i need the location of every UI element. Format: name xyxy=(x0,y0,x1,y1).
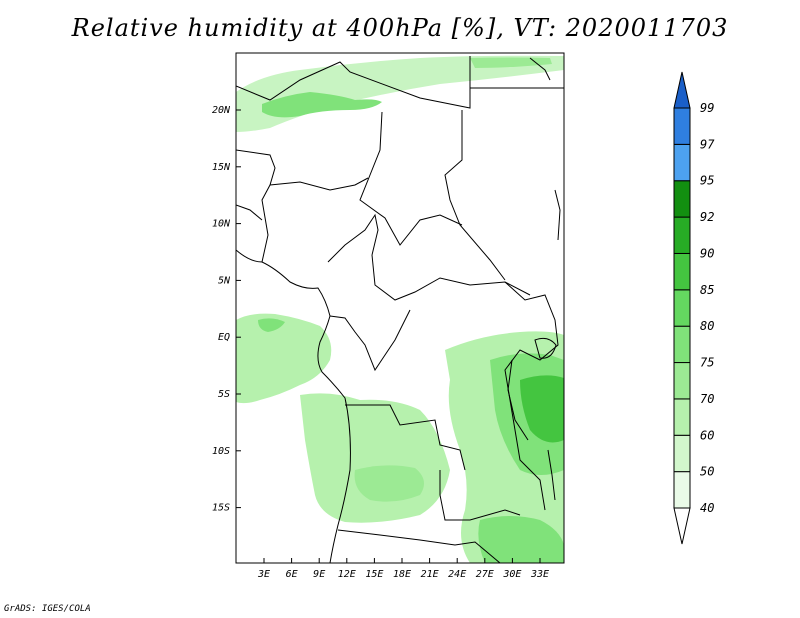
border-niger-nigeria xyxy=(269,177,369,191)
humidity-area-north-east xyxy=(470,57,552,68)
country-borders xyxy=(236,56,564,563)
map-frame xyxy=(235,52,565,564)
colorbar: 40 50 60 70 75 80 85 90 92 95 97 99 xyxy=(673,71,715,545)
lon-label: 6E xyxy=(286,569,298,580)
humidity-area-east-core xyxy=(520,375,564,443)
software-credit: GrADS: IGES/COLA xyxy=(4,604,91,614)
lat-label: 10S xyxy=(212,446,230,457)
colorbar-label: 80 xyxy=(700,319,714,333)
lon-label: 30E xyxy=(502,569,521,580)
colorbar-label: 40 xyxy=(700,501,714,515)
longitude-ticks: 3E 6E 9E 12E 15E 18E 21E 24E 27E 30E 33E xyxy=(257,558,549,580)
colorbar-segment xyxy=(673,434,691,473)
colorbar-segment xyxy=(673,143,691,182)
colorbar-top-arrow xyxy=(673,71,691,109)
border-car xyxy=(371,254,531,301)
colorbar-segment xyxy=(673,289,691,327)
humidity-area-gabon-core xyxy=(258,318,285,332)
colorbar-segment xyxy=(673,180,691,218)
lat-label: 15S xyxy=(212,503,230,514)
border-angola-zambia xyxy=(439,470,521,521)
border-east xyxy=(504,281,559,511)
red-sea-coast xyxy=(529,57,561,241)
border-namibia xyxy=(337,529,501,563)
colorbar-label: 50 xyxy=(700,465,714,479)
lon-label: 9E xyxy=(313,569,325,580)
coastline-west xyxy=(236,249,351,563)
humidity-shading xyxy=(236,55,564,563)
border-drc-angola xyxy=(345,404,466,471)
border-chad xyxy=(359,111,463,246)
humidity-area-north-core xyxy=(262,92,382,118)
lon-label: 24E xyxy=(448,569,466,580)
humidity-area-north xyxy=(236,55,564,132)
colorbar-label: 70 xyxy=(700,392,714,406)
colorbar-bottom-arrow xyxy=(673,507,691,545)
lat-label: 20N xyxy=(212,105,231,116)
lon-label: 18E xyxy=(393,569,411,580)
lat-label: 10N xyxy=(212,219,231,230)
colorbar-segment xyxy=(673,107,691,145)
colorbar-label: 92 xyxy=(700,210,714,224)
border-nigeria-cameroon xyxy=(327,213,379,263)
lat-label: 5N xyxy=(218,275,231,286)
lat-label: EQ xyxy=(218,332,230,343)
humidity-area-southeast xyxy=(478,516,564,563)
map-title: Relative humidity at 400hPa [%], VT: 202… xyxy=(71,14,729,42)
lon-label: 21E xyxy=(421,569,439,580)
humidity-area-angola xyxy=(300,393,450,523)
lon-label: 12E xyxy=(338,569,356,580)
colorbar-segment xyxy=(673,471,691,509)
colorbar-segment xyxy=(673,362,691,400)
lat-label: 15N xyxy=(212,162,231,173)
border-sudan xyxy=(444,110,506,281)
border-sahara xyxy=(236,56,471,109)
colorbar-segment xyxy=(673,398,691,436)
lake-tanganyika xyxy=(507,359,529,441)
lat-label: 5S xyxy=(218,389,230,400)
colorbar-label: 99 xyxy=(700,101,714,115)
colorbar-segment xyxy=(673,325,691,364)
colorbar-segment xyxy=(673,252,691,291)
colorbar-label: 90 xyxy=(700,246,714,260)
border-west-africa xyxy=(236,149,276,263)
lake-malawi xyxy=(547,449,556,501)
lake-victoria xyxy=(534,337,557,359)
lon-label: 3E xyxy=(257,569,270,580)
colorbar-label: 85 xyxy=(700,283,714,297)
humidity-area-gabon xyxy=(236,313,332,404)
border-ghana-togo xyxy=(236,204,263,221)
colorbar-label: 75 xyxy=(700,356,714,370)
colorbar-segment xyxy=(673,216,691,254)
colorbar-label: 60 xyxy=(700,428,714,442)
border-congo-drc xyxy=(329,309,411,372)
lon-label: 15E xyxy=(365,569,383,580)
latitude-ticks: 20N 15N 10N 5N EQ 5S 10S 15S xyxy=(212,105,241,514)
colorbar-label: 95 xyxy=(700,174,714,188)
lon-label: 33E xyxy=(530,569,549,580)
colorbar-label: 97 xyxy=(700,137,715,151)
lon-label: 27E xyxy=(476,569,494,580)
humidity-area-angola-core xyxy=(354,465,424,502)
